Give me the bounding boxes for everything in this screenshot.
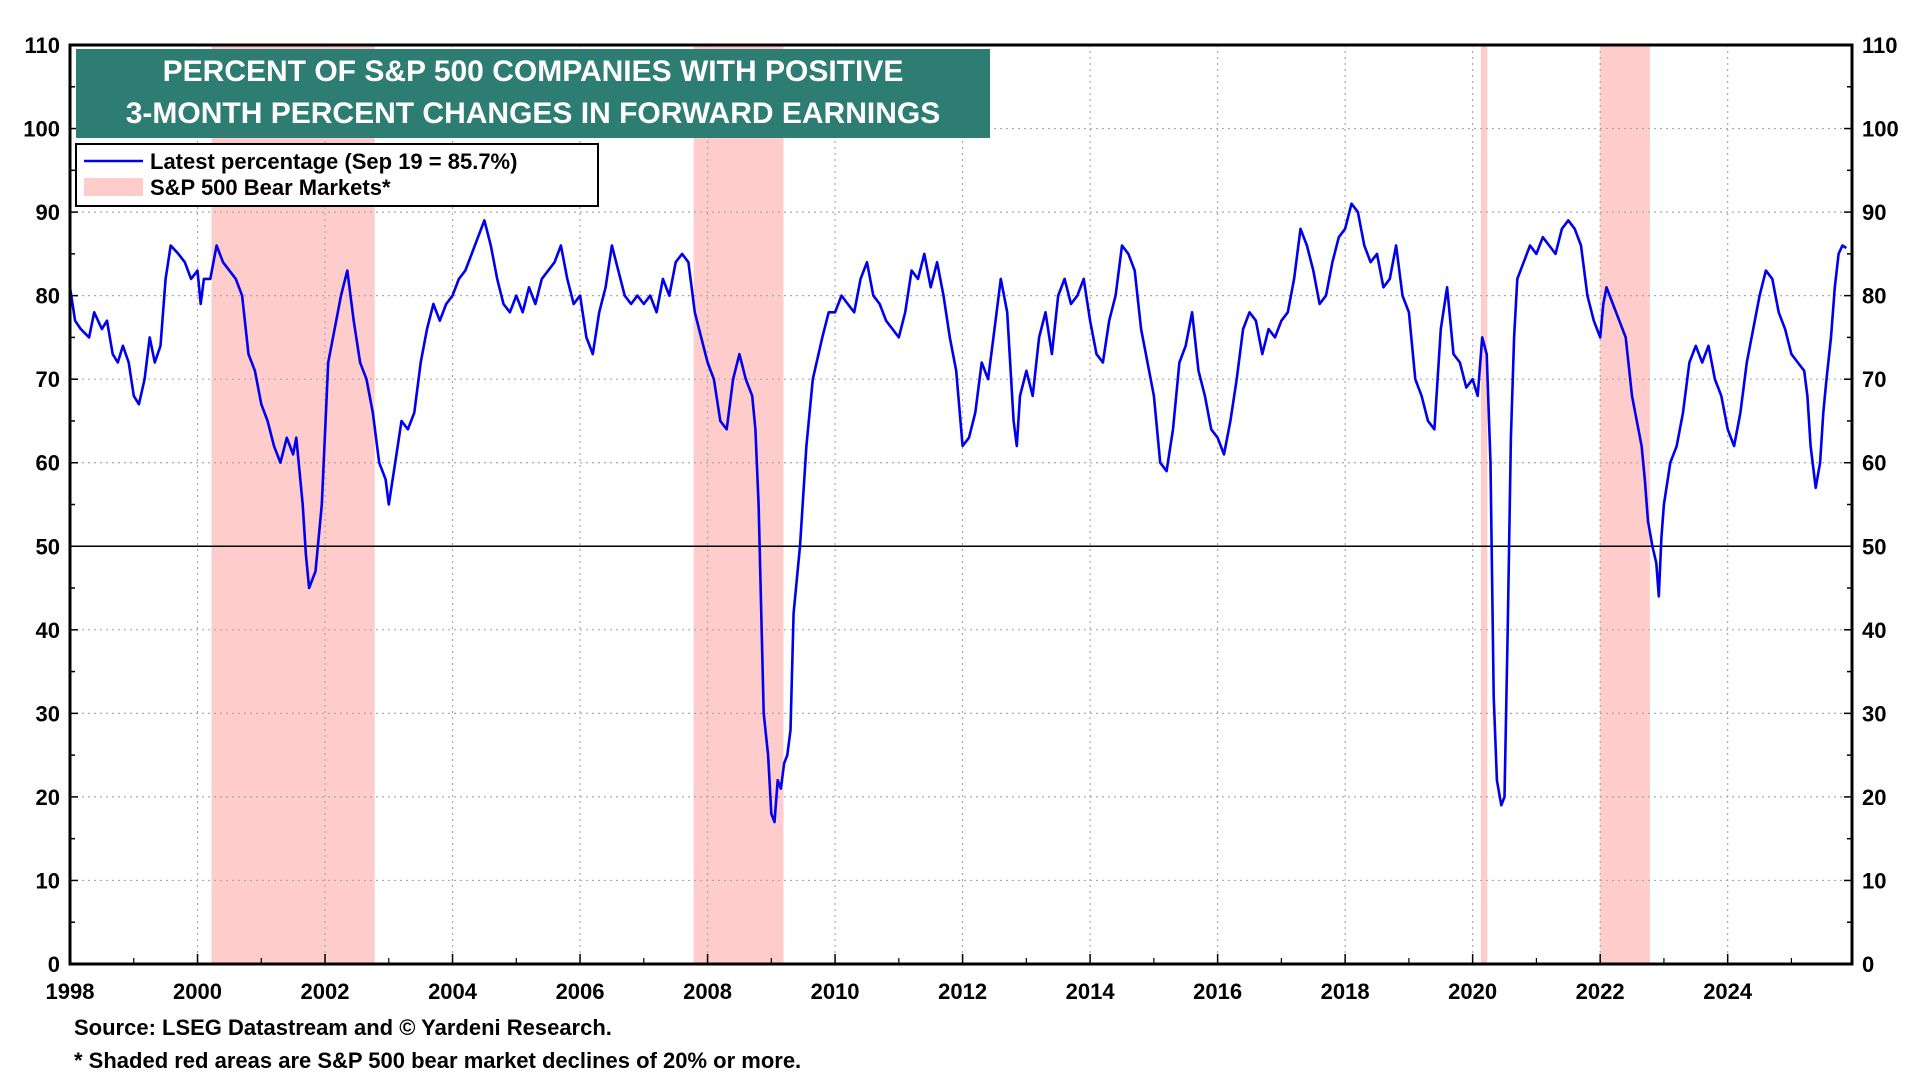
x-tick-label: 2020 [1448,979,1497,1004]
chart-title: PERCENT OF S&P 500 COMPANIES WITH POSITI… [76,49,990,138]
y-tick-label-left: 60 [36,451,60,476]
x-axis: 1998 2000 2002 2004 2006 2008 2010 2012 2014 2016… [46,954,1793,1004]
x-tick-label: 2016 [1193,979,1242,1004]
x-tick-label: 2010 [811,979,860,1004]
x-tick-label: 2000 [173,979,222,1004]
y-tick-label-left: 50 [36,534,60,559]
title-line-2: 3-MONTH PERCENT CHANGES IN FORWARD EARNI… [126,97,940,130]
x-tick-label: 2022 [1576,979,1625,1004]
y-tick-label-right: 50 [1862,534,1886,559]
y-tick-label-left: 0 [48,952,60,977]
title-box [76,49,990,138]
y-tick-label-right: 80 [1862,284,1886,309]
y-tick-label-left: 10 [36,868,60,893]
bear-market-band [1480,45,1488,964]
bear-market-band [1600,45,1650,964]
legend: Latest percentage (Sep 19 = 85.7%) S&P 5… [75,143,599,207]
legend-label-bear: S&P 500 Bear Markets* [150,175,391,200]
y-tick-label-left: 70 [36,367,60,392]
y-tick-label-left: 90 [36,200,60,225]
y-tick-label-right: 70 [1862,367,1886,392]
y-tick-label-right: 60 [1862,451,1886,476]
y-tick-label-right: 40 [1862,618,1886,643]
x-tick-label: 2004 [428,979,478,1004]
series-group [68,202,1848,824]
x-tick-label: 2014 [1066,979,1116,1004]
y-axis-left: 0 10 20 30 40 50 60 70 80 90 100 110 [23,33,78,977]
plot-frame [68,43,1854,966]
footnote: * Shaded red areas are S&P 500 bear mark… [74,1048,801,1073]
source-note: Source: LSEG Datastream and © Yardeni Re… [74,1015,612,1040]
y-tick-label-left: 40 [36,618,60,643]
y-tick-label-right: 0 [1862,952,1874,977]
y-tick-label-left: 100 [23,117,60,142]
x-tick-label: 2012 [938,979,987,1004]
y-tick-label-right: 100 [1862,117,1899,142]
y-tick-label-left: 20 [36,785,60,810]
y-tick-label-right: 10 [1862,868,1886,893]
x-tick-label: 2006 [556,979,605,1004]
legend-label-series: Latest percentage (Sep 19 = 85.7%) [150,149,517,174]
x-tick-label: 2002 [301,979,350,1004]
y-tick-label-right: 110 [1862,33,1898,58]
y-tick-label-right: 30 [1862,701,1886,726]
x-tick-label: 2008 [683,979,732,1004]
y-tick-label-right: 90 [1862,200,1886,225]
x-tick-label: 2024 [1703,979,1753,1004]
bear-market-band [693,45,784,964]
legend-box [75,143,599,207]
x-tick-label: 2018 [1321,979,1370,1004]
y-tick-label-left: 80 [36,284,60,309]
title-line-1: PERCENT OF S&P 500 COMPANIES WITH POSITI… [163,55,904,88]
y-tick-label-left: 110 [25,33,61,58]
series-line [68,202,1848,824]
y-tick-label-left: 30 [36,701,60,726]
x-tick-label: 1998 [46,979,95,1004]
y-axis-right: 0 10 20 30 40 50 60 70 80 90 100 110 [1844,33,1899,977]
legend-area-swatch [84,178,143,196]
y-tick-label-right: 20 [1862,785,1886,810]
